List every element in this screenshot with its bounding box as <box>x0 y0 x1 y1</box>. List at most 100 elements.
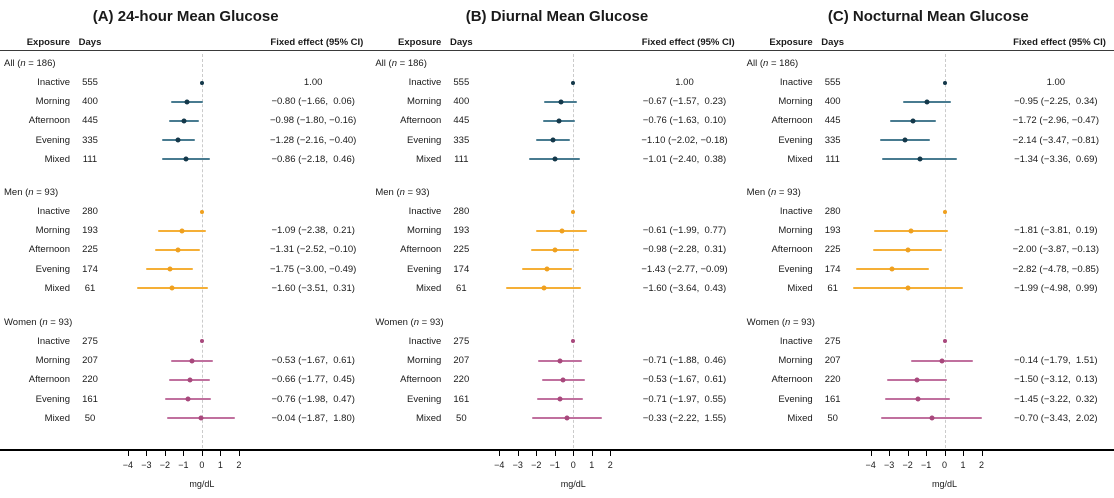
days-value: 275 <box>824 335 841 347</box>
effect-estimate-text: −0.70 (−3.43, 2.02) <box>1014 412 1098 424</box>
forest-plot-cell <box>481 111 626 130</box>
exposure-label: Mixed <box>787 153 813 165</box>
effect-estimate-text: −0.76 (−1.63, 0.10) <box>642 115 727 127</box>
x-axis-tick-mark <box>963 450 965 456</box>
x-axis-tick-mark <box>201 450 203 456</box>
forest-plot-cell <box>110 92 255 111</box>
point-estimate-dot <box>558 99 564 105</box>
days-value: 174 <box>824 263 841 275</box>
days-value: 61 <box>827 282 838 294</box>
days-value: 193 <box>453 225 470 237</box>
forest-plot-cell <box>481 131 626 150</box>
point-estimate-dot <box>184 99 190 105</box>
point-estimate-dot <box>557 358 563 364</box>
days-value: 111 <box>825 153 840 165</box>
x-axis-tick-mark <box>183 450 185 456</box>
forest-row: Afternoon 225 −2.00 (−3.87, −0.13) <box>743 240 1114 259</box>
effect-estimate-text: −1.01 (−2.40, 0.38) <box>642 153 727 165</box>
group-label-n-symbol: n <box>785 316 791 328</box>
x-axis-tick-label: 0 <box>570 459 576 470</box>
x-axis-tick-label: −4 <box>494 459 505 470</box>
effect-estimate-text: −0.53 (−1.67, 0.61) <box>642 374 727 386</box>
point-estimate-dot <box>541 285 547 291</box>
days-value: 555 <box>453 77 470 89</box>
exposure-label: Afternoon <box>400 374 442 386</box>
point-estimate-dot <box>559 228 565 234</box>
x-axis-tick-label: −1 <box>549 459 560 470</box>
group-label-n-symbol: n <box>413 316 419 328</box>
x-axis: −4 −3 −2 −1 0 1 2 mg/dL <box>742 448 1114 497</box>
exposure-label: Morning <box>778 225 813 237</box>
days-value: 61 <box>84 282 96 294</box>
x-axis-tick-mark <box>591 450 593 456</box>
forest-plot-cell <box>110 351 255 370</box>
days-value: 335 <box>82 134 98 146</box>
group-label-n-symbol: n <box>391 58 397 69</box>
point-estimate-dot <box>889 266 895 272</box>
effect-estimate-text: −0.76 (−1.98, 0.47) <box>271 393 355 405</box>
point-estimate-dot <box>169 285 175 291</box>
x-axis-unit-label: mg/dL <box>189 478 215 489</box>
forest-row: Morning 207 −0.53 (−1.67, 0.61) <box>0 351 371 370</box>
forest-row: Evening 335 −1.10 (−2.02, −0.18) <box>371 131 742 150</box>
forest-row: Evening 335 −2.14 (−3.47, −0.81) <box>743 131 1114 150</box>
forest-row: Evening 161 −0.71 (−1.97, 0.55) <box>371 389 742 408</box>
exposure-label: Inactive <box>37 335 70 347</box>
x-axis-tick-mark <box>573 450 575 456</box>
x-axis-tick-label: 2 <box>236 459 242 470</box>
forest-row: Morning 400 −0.67 (−1.57, 0.23) <box>371 92 742 111</box>
forest-plot-cell <box>110 202 255 221</box>
effect-estimate-text: −2.82 (−4.78, −0.85) <box>1012 263 1099 275</box>
forest-row: Mixed 61 −1.60 (−3.51, 0.31) <box>0 279 371 298</box>
forest-plot-cell <box>110 409 255 428</box>
group-label: All (n = 186) <box>746 58 799 69</box>
forest-plot-cell <box>481 370 626 389</box>
exposure-label: Evening <box>35 263 70 275</box>
x-axis-tick-mark <box>127 450 129 456</box>
group-label: All (n = 186) <box>4 58 56 69</box>
exposure-label: Evening <box>406 263 442 275</box>
forest-row: Inactive 280 <box>743 202 1114 221</box>
forest-plot-cell <box>110 260 255 279</box>
point-estimate-dot <box>181 118 187 124</box>
x-axis-tick-label: 2 <box>607 459 613 470</box>
days-value: 445 <box>453 115 470 127</box>
exposure-label: Evening <box>778 134 813 146</box>
effect-estimate-text: −0.66 (−1.77, 0.45) <box>271 374 355 386</box>
exposure-label: Morning <box>778 96 813 108</box>
group-label-n-symbol: n <box>770 186 777 198</box>
point-estimate-dot <box>556 118 562 124</box>
days-value: 280 <box>82 206 98 218</box>
exposure-label: Afternoon <box>400 115 442 127</box>
days-value: 220 <box>824 374 841 386</box>
panel-title: (B) Diurnal Mean Glucose <box>465 7 649 25</box>
forest-row: Evening 161 −1.45 (−3.22, 0.32) <box>743 389 1114 408</box>
forest-plot-cell <box>481 260 626 279</box>
days-value: 275 <box>82 335 98 347</box>
x-axis-tick-label: 1 <box>589 459 595 470</box>
group-label-n-symbol: n <box>399 186 405 198</box>
days-value: 400 <box>824 96 841 108</box>
column-header-exposure: Exposure <box>769 37 813 48</box>
exposure-label: Inactive <box>779 77 813 89</box>
forest-row: Afternoon 445 −1.72 (−2.96, −0.47) <box>743 111 1114 130</box>
point-estimate-dot <box>942 209 947 214</box>
forest-plot-cell <box>481 332 626 351</box>
group-men: Men (n = 93) Inactive 280 Morning 193 −1.81 (… <box>743 183 1114 298</box>
forest-plot-cell <box>481 351 626 370</box>
group-women: Women (n = 93) Inactive 275 Morning 207 −0.71… <box>371 313 742 428</box>
group-label: Men (n = 93) <box>375 186 430 198</box>
panel-title: (A) 24-hour Mean Glucose <box>92 7 279 25</box>
group-women: Women (n = 93) Inactive 275 Morning 207 −0.14… <box>743 313 1114 428</box>
effect-estimate-text: −0.71 (−1.88, 0.46) <box>642 355 727 367</box>
zero-reference-line <box>201 54 203 453</box>
group-label-n-value: 186 <box>779 58 796 69</box>
x-axis-tick-label: −3 <box>883 459 895 470</box>
panel-a: (A) 24-hour Mean Glucose Exposure Days Fixe… <box>0 0 372 498</box>
forest-row: Inactive 555 1.00 <box>743 73 1114 92</box>
forest-row: Afternoon 445 −0.98 (−1.80, −0.16) <box>0 111 371 130</box>
group-label-name: All <box>746 58 758 69</box>
days-value: 225 <box>453 244 470 256</box>
exposure-label: Mixed <box>44 412 70 424</box>
